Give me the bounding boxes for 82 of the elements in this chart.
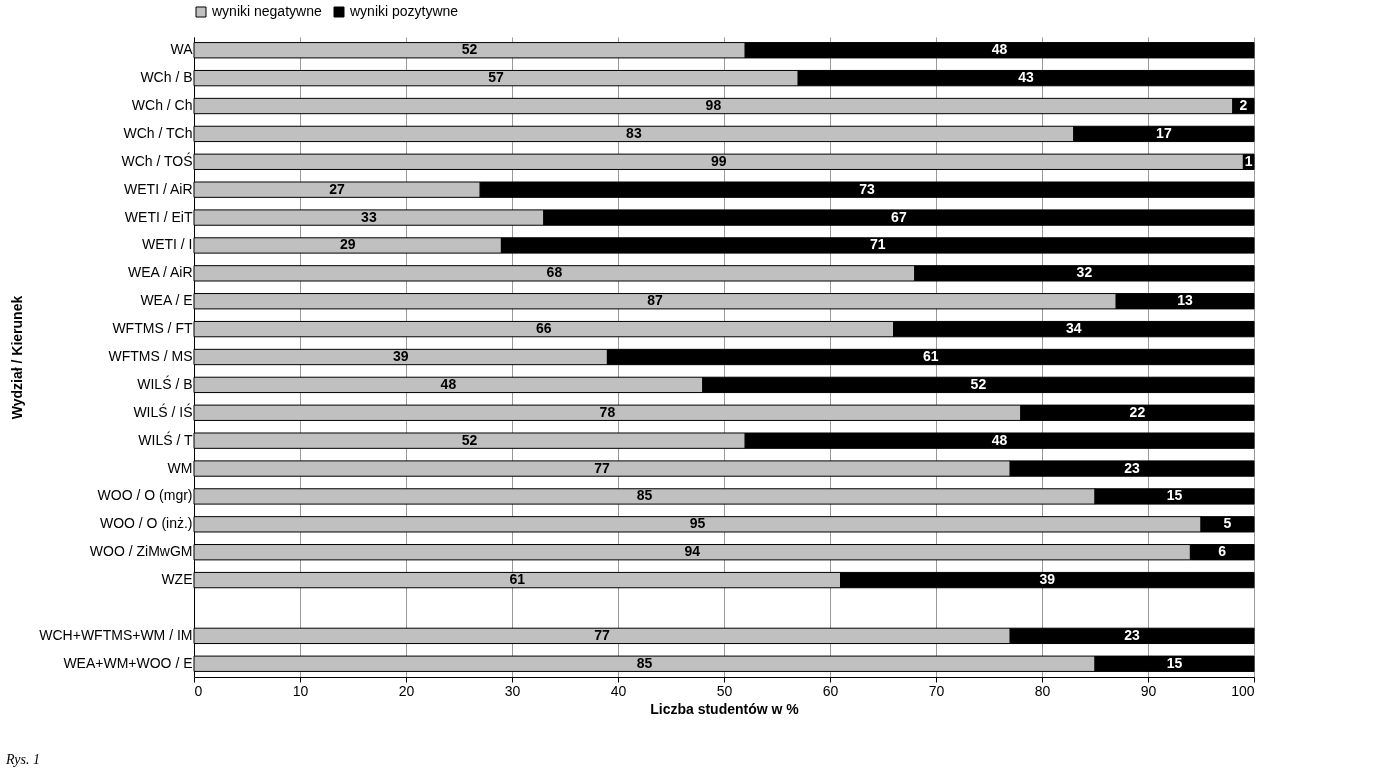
- y-tick-label: WEA / E: [140, 292, 193, 309]
- data-label: 99: [710, 152, 727, 169]
- data-label: 85: [636, 487, 653, 504]
- y-tick-label: WFTMS / MS: [108, 348, 193, 364]
- data-label: 67: [891, 208, 907, 225]
- y-tick-label: WEA+WM+WOO / E: [63, 654, 193, 671]
- data-label: 15: [1166, 487, 1183, 504]
- y-tick-label: WZE: [161, 571, 193, 588]
- data-label: 52: [461, 431, 478, 448]
- data-label: 23: [1124, 626, 1141, 643]
- data-label: 48: [991, 431, 1008, 448]
- y-tick-label: WEA / AiR: [127, 264, 193, 281]
- data-label: 1: [1244, 152, 1253, 169]
- data-label: 43: [1018, 69, 1035, 86]
- data-label: 71: [869, 236, 886, 253]
- x-tick-label: 20: [398, 682, 415, 699]
- y-tick-label: WCh / TOŚ: [121, 151, 193, 169]
- y-tick-label: WFTMS / FT: [112, 320, 193, 337]
- data-label: 83: [626, 124, 642, 141]
- data-label: 29: [339, 236, 356, 253]
- data-label: 39: [1039, 571, 1056, 588]
- data-label: 34: [1066, 320, 1082, 337]
- data-label: 13: [1177, 292, 1194, 309]
- data-label: 61: [509, 571, 526, 588]
- data-label: 27: [329, 180, 346, 197]
- y-tick-label: WOO / O (mgr): [97, 487, 193, 504]
- x-axis-title: Liczba studentów w %: [650, 700, 800, 717]
- data-label: 39: [392, 348, 409, 364]
- y-tick-label: WILŚ / T: [138, 430, 193, 448]
- data-label: 61: [922, 348, 939, 364]
- legend-label: wyniki pozytywne: [349, 3, 459, 19]
- y-tick-label: WOO / ZiMwGM: [89, 543, 193, 560]
- y-tick-label: WCh / TCh: [123, 124, 193, 141]
- data-label: 94: [684, 543, 701, 560]
- x-tick-label: 80: [1034, 682, 1051, 699]
- data-label: 73: [859, 180, 876, 197]
- data-label: 15: [1166, 654, 1183, 671]
- data-label: 23: [1124, 459, 1141, 476]
- y-tick-label: WA: [170, 41, 194, 58]
- x-tick-label: 30: [504, 682, 521, 699]
- y-tick-label: WCH+WFTMS+WM / IM: [39, 626, 193, 643]
- x-tick-label: 10: [292, 682, 309, 699]
- y-tick-label: WOO / O (inż.): [99, 515, 193, 532]
- x-tick-label: 90: [1140, 682, 1157, 699]
- data-label: 95: [689, 515, 706, 532]
- x-tick-label: 0: [194, 682, 203, 699]
- data-label: 68: [546, 264, 563, 281]
- data-label: 66: [536, 320, 552, 337]
- y-axis-title: Wydział / Kierunek: [9, 295, 26, 420]
- x-tick-label: 70: [928, 682, 945, 699]
- data-label: 78: [599, 403, 616, 420]
- x-tick-label: 50: [716, 682, 733, 699]
- data-label: 48: [991, 41, 1008, 58]
- data-label: 48: [440, 375, 457, 392]
- x-tick-label: 100: [1231, 682, 1255, 699]
- data-label: 87: [647, 292, 664, 309]
- data-label: 33: [361, 208, 377, 225]
- data-label: 77: [594, 459, 611, 476]
- x-tick-label: 60: [822, 682, 839, 699]
- data-label: 98: [705, 97, 722, 114]
- data-label: 52: [970, 375, 987, 392]
- text: Rys. 1: [6, 752, 40, 768]
- y-tick-label: WCh / Ch: [131, 97, 193, 114]
- data-label: 22: [1129, 403, 1146, 420]
- data-label: 6: [1218, 543, 1227, 560]
- y-tick-label: WILŚ / B: [137, 374, 193, 392]
- data-label: 52: [461, 41, 478, 58]
- data-label: 57: [488, 69, 505, 86]
- data-label: 77: [594, 626, 611, 643]
- legend-label: wyniki negatywne: [211, 3, 322, 19]
- data-label: 2: [1239, 97, 1248, 114]
- y-tick-label: WCh / B: [140, 69, 193, 86]
- y-tick-label: WETI / AiR: [124, 180, 193, 197]
- data-label: 32: [1076, 264, 1093, 281]
- y-tick-label: WETI / I: [141, 236, 193, 253]
- y-tick-label: WETI / EiT: [124, 208, 193, 225]
- x-tick-label: 40: [610, 682, 627, 699]
- y-tick-label: WM: [167, 459, 193, 476]
- data-label: 85: [636, 654, 653, 671]
- data-label: 5: [1223, 515, 1232, 532]
- y-tick-label: WILŚ / IŚ: [133, 402, 193, 420]
- data-label: 17: [1156, 124, 1172, 141]
